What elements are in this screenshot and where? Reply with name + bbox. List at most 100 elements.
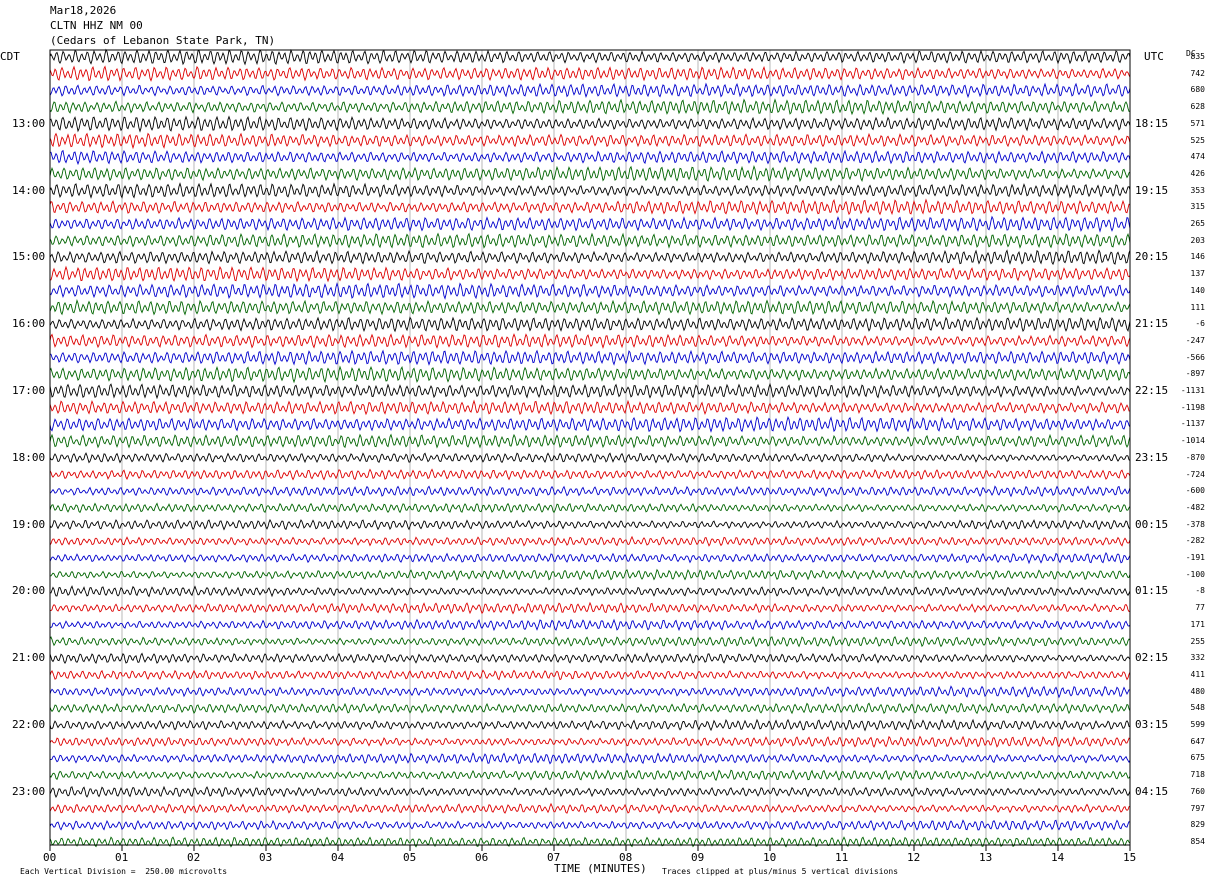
trace-row-38 xyxy=(49,685,1131,699)
trace-row-36 xyxy=(49,652,1131,665)
x-tick-label: 12 xyxy=(907,851,921,864)
x-tick-label: 15 xyxy=(1123,851,1137,864)
right-hour-label: 18:15 xyxy=(1135,116,1169,130)
trace-row-20 xyxy=(49,382,1131,400)
trace-row-45 xyxy=(49,802,1131,815)
dc-offset-label: -8 xyxy=(1195,586,1205,596)
trace-row-47 xyxy=(49,836,1131,848)
trace-row-2 xyxy=(49,82,1131,99)
dc-offset-label: 265 xyxy=(1190,219,1205,229)
dc-offset-label: 854 xyxy=(1190,837,1205,846)
trace-row-4 xyxy=(49,115,1131,133)
dc-offset-label: 137 xyxy=(1190,269,1205,279)
dc-offset-label: -100 xyxy=(1185,569,1205,579)
dc-offset-label: 411 xyxy=(1190,669,1205,679)
dc-offset-label: 171 xyxy=(1190,619,1205,629)
dc-offset-label: 675 xyxy=(1190,753,1205,763)
dc-offset-label: -566 xyxy=(1185,352,1205,362)
trace-row-7 xyxy=(49,165,1131,183)
left-hour-label: 17:00 xyxy=(12,384,46,398)
x-tick-label: 11 xyxy=(835,851,849,864)
left-hour-label: 22:00 xyxy=(12,718,46,732)
left-hour-label: 14:00 xyxy=(12,183,46,197)
x-axis-title: TIME (MINUTES) xyxy=(554,862,647,875)
left-hour-label: 13:00 xyxy=(12,116,46,130)
dc-offset-label: 628 xyxy=(1190,102,1205,112)
dc-offset-label: 332 xyxy=(1190,653,1205,663)
x-tick-label: 06 xyxy=(475,851,489,864)
dc-label: DC xyxy=(1186,49,1196,58)
trace-row-6 xyxy=(49,149,1131,166)
trace-row-26 xyxy=(49,485,1131,498)
x-tick-label: 00 xyxy=(43,851,57,864)
trace-row-3 xyxy=(49,98,1131,116)
right-hour-label: 22:15 xyxy=(1135,384,1169,398)
trace-row-37 xyxy=(49,669,1131,681)
left-hour-label: 15:00 xyxy=(12,250,46,264)
dc-offset-label: 140 xyxy=(1190,285,1205,295)
trace-row-30 xyxy=(49,552,1131,565)
dc-offset-label: 829 xyxy=(1190,820,1205,830)
dc-offset-label: 718 xyxy=(1190,770,1205,780)
dc-offset-label: 797 xyxy=(1190,803,1205,813)
trace-row-44 xyxy=(49,785,1131,799)
vertical-division-note: Each Vertical Division = 250.00 microvol… xyxy=(20,867,228,876)
dc-offset-label: -1198 xyxy=(1180,402,1205,412)
x-tick-label: 09 xyxy=(691,851,705,864)
dc-offset-label: -378 xyxy=(1185,519,1205,529)
dc-offset-label: 571 xyxy=(1190,118,1205,128)
trace-row-27 xyxy=(49,502,1131,514)
left-hour-label: 16:00 xyxy=(12,317,46,331)
dc-offset-label: 599 xyxy=(1190,720,1205,730)
trace-row-12 xyxy=(49,249,1131,266)
x-tick-label: 08 xyxy=(619,851,633,864)
clip-note: Traces clipped at plus/minus 5 vertical … xyxy=(662,867,899,876)
trace-row-10 xyxy=(49,215,1131,233)
right-hour-label: 19:15 xyxy=(1135,183,1169,197)
trace-row-31 xyxy=(49,568,1131,581)
dc-offset-label: -870 xyxy=(1185,452,1205,462)
trace-row-33 xyxy=(49,601,1131,615)
trace-row-1 xyxy=(49,65,1131,82)
x-tick-label: 03 xyxy=(259,851,273,864)
x-tick-label: 10 xyxy=(763,851,777,864)
dc-offset-label: 760 xyxy=(1190,786,1205,796)
right-hour-label: 23:15 xyxy=(1135,450,1169,464)
right-timezone-label: UTC xyxy=(1144,50,1164,63)
dc-offset-label: -724 xyxy=(1185,469,1205,479)
right-hour-label: 04:15 xyxy=(1135,784,1169,798)
trace-row-17 xyxy=(49,333,1131,349)
x-axis-ticks xyxy=(49,845,1131,851)
dc-offset-label: -1137 xyxy=(1180,419,1205,429)
left-hour-label: 21:00 xyxy=(12,651,46,665)
trace-row-16 xyxy=(49,316,1131,333)
dc-offset-label: -1131 xyxy=(1180,386,1205,396)
left-hour-label: 23:00 xyxy=(12,784,46,798)
left-hour-label: 20:00 xyxy=(12,584,46,598)
dc-offset-label: -247 xyxy=(1185,335,1205,345)
x-tick-label: 05 xyxy=(403,851,417,864)
left-hour-label: 19:00 xyxy=(12,517,46,531)
dc-offset-label: 474 xyxy=(1190,152,1205,162)
trace-row-46 xyxy=(49,819,1131,832)
x-tick-label: 13 xyxy=(979,851,993,864)
dc-offset-label: 525 xyxy=(1190,135,1205,145)
dc-offset-label: 647 xyxy=(1190,736,1205,746)
right-hour-label: 00:15 xyxy=(1135,517,1169,531)
x-tick-label: 07 xyxy=(547,851,561,864)
seismic-traces xyxy=(49,48,1131,848)
right-hour-label: 21:15 xyxy=(1135,317,1169,331)
location-label: (Cedars of Lebanon State Park, TN) xyxy=(50,34,276,47)
dc-offset-label: -1014 xyxy=(1180,436,1205,446)
dc-offset-label: 146 xyxy=(1190,252,1205,262)
dc-offset-label: -6 xyxy=(1195,319,1205,329)
dc-offset-label: -897 xyxy=(1185,369,1205,379)
trace-row-34 xyxy=(49,618,1131,632)
trace-row-0 xyxy=(49,48,1131,66)
plot-frame xyxy=(49,49,1131,846)
trace-row-21 xyxy=(49,399,1131,416)
right-hour-label: 20:15 xyxy=(1135,250,1169,264)
trace-row-5 xyxy=(49,132,1131,150)
dc-offset-label: -600 xyxy=(1185,486,1205,496)
